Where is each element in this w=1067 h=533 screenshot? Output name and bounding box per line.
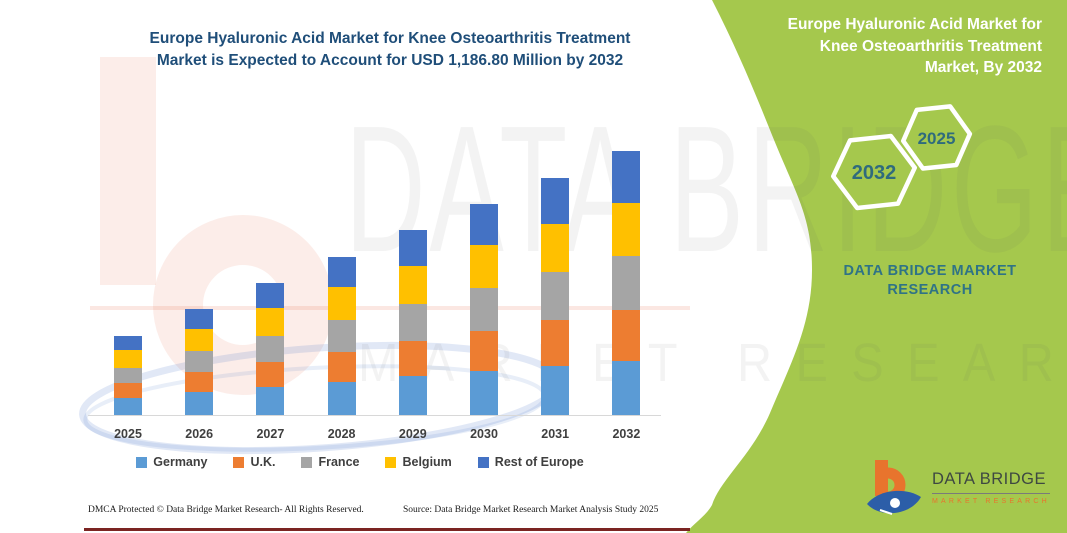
dbmr-logo-icon <box>867 460 921 515</box>
bar-segment-france <box>327 319 356 352</box>
bar-segment-germany <box>256 387 285 416</box>
chart-legend: Germany U.K. France Belgium Rest of Europe <box>80 455 640 469</box>
bar-segment-france <box>470 287 498 331</box>
bar-segment-germany <box>114 397 142 416</box>
bar-segment-germany <box>327 381 356 416</box>
stacked-bar-2025 <box>114 335 142 416</box>
stacked-bar-2030 <box>470 203 498 416</box>
x-axis-label-2031: 2031 <box>541 427 570 441</box>
bar-segment-belgium <box>327 286 356 320</box>
bar-segment-belgium <box>185 328 214 352</box>
bar-segment-rest-of-europe <box>114 335 142 350</box>
legend-swatch-icon <box>233 456 245 468</box>
bar-segment-rest-of-europe <box>327 256 356 287</box>
bar-segment-u-k- <box>185 372 214 393</box>
legend-item-belgium: Belgium <box>385 455 452 469</box>
bar-segment-rest-of-europe <box>541 177 570 224</box>
bar-segment-u-k- <box>612 310 641 361</box>
legend-label: Rest of Europe <box>494 455 584 469</box>
dbmr-logo-subtitle: MARKET RESEARCH <box>932 498 1050 505</box>
bar-segment-france <box>256 335 285 363</box>
stacked-bar-2028 <box>327 256 356 416</box>
stacked-bar-2029 <box>398 230 427 416</box>
bar-segment-france <box>185 351 214 373</box>
legend-item-rest-of-europe: Rest of Europe <box>477 455 584 469</box>
side-panel-title: Europe Hyaluronic Acid Market for Knee O… <box>787 16 1042 76</box>
bar-segment-belgium <box>256 307 285 336</box>
bar-segment-belgium <box>398 265 427 304</box>
chart-title: Europe Hyaluronic Acid Market for Knee O… <box>149 30 631 69</box>
bar-segment-u-k- <box>470 330 498 372</box>
bar-segment-u-k- <box>541 320 570 366</box>
bar-segment-germany <box>612 360 641 416</box>
bar-segment-germany <box>541 365 570 416</box>
legend-label: U.K. <box>250 455 276 469</box>
stacked-bar-2027 <box>256 283 285 416</box>
bar-segment-france <box>398 303 427 342</box>
bar-segment-belgium <box>470 244 498 288</box>
bar-segment-u-k- <box>398 341 427 377</box>
legend-item-germany: Germany <box>136 455 207 469</box>
legend-swatch-icon <box>385 456 397 468</box>
footer-dmca: DMCA Protected © Data Bridge Market Rese… <box>88 505 364 515</box>
bar-segment-germany <box>398 376 427 416</box>
dbmr-logo-text: DATA BRIDGE MARKET RESEARCH <box>932 470 1050 505</box>
legend-label: Belgium <box>402 455 452 469</box>
bar-segment-u-k- <box>327 351 356 382</box>
hexagon-years-graphic: 2032 2025 <box>830 104 973 211</box>
bar-segment-france <box>541 271 570 321</box>
x-axis-label-2028: 2028 <box>327 427 356 441</box>
bar-segment-u-k- <box>114 382 142 398</box>
bar-segment-rest-of-europe <box>185 309 214 329</box>
bottom-accent-line <box>84 528 690 531</box>
legend-item-u-k-: U.K. <box>233 455 275 469</box>
stacked-bar-2032 <box>612 151 641 416</box>
bar-segment-rest-of-europe <box>612 151 641 203</box>
bar-segment-belgium <box>541 223 570 272</box>
legend-swatch-icon <box>136 456 148 468</box>
bar-segment-germany <box>470 371 498 416</box>
x-axis-label-2032: 2032 <box>612 427 641 441</box>
bar-segment-germany <box>185 392 214 416</box>
dbmr-logo: DATA BRIDGE MARKET RESEARCH <box>866 458 1050 522</box>
x-axis-label-2029: 2029 <box>398 427 427 441</box>
watermark-market-research: MARKET RESEARCH <box>358 333 1067 393</box>
hexagon-2025 <box>900 104 973 171</box>
bar-segment-rest-of-europe <box>470 203 498 245</box>
bar-segment-france <box>612 255 641 310</box>
hexagon-2025-year: 2025 <box>918 129 956 148</box>
legend-label: France <box>318 455 360 469</box>
footer-source: Source: Data Bridge Market Research Mark… <box>403 505 659 515</box>
x-axis-line <box>88 415 661 416</box>
legend-swatch-icon <box>477 456 489 468</box>
bar-segment-belgium <box>612 202 641 256</box>
stacked-bar-2026 <box>185 309 214 416</box>
bar-segment-belgium <box>114 349 142 368</box>
legend-label: Germany <box>153 455 208 469</box>
dbmr-logo-name: DATA BRIDGE <box>932 470 1050 494</box>
bar-segment-france <box>114 367 142 383</box>
x-axis-label-2030: 2030 <box>470 427 498 441</box>
legend-item-france: France <box>301 455 359 469</box>
x-axis-label-2027: 2027 <box>256 427 285 441</box>
stacked-bar-2031 <box>541 177 570 416</box>
side-panel-brand-text: DATA BRIDGE MARKET RESEARCH <box>843 263 1017 298</box>
bar-segment-rest-of-europe <box>398 230 427 266</box>
legend-swatch-icon <box>301 456 313 468</box>
hexagon-2032 <box>830 133 918 211</box>
x-axis-label-2025: 2025 <box>114 427 142 441</box>
hexagon-2032-year: 2032 <box>852 162 897 184</box>
bar-segment-rest-of-europe <box>256 283 285 308</box>
x-axis-label-2026: 2026 <box>185 427 214 441</box>
bar-segment-u-k- <box>256 362 285 388</box>
